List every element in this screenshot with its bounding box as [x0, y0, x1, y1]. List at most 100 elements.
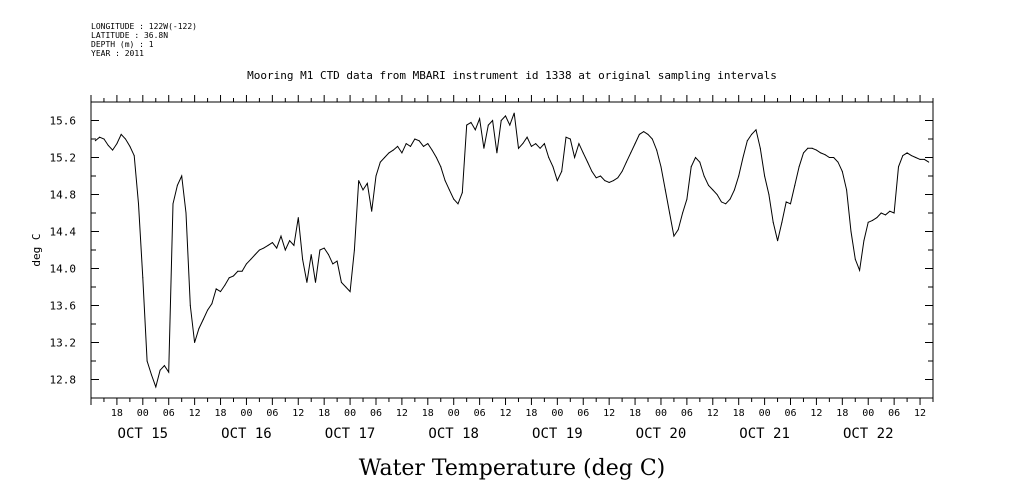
series-point: [729, 198, 731, 200]
series-point: [885, 214, 886, 216]
series-point: [923, 158, 925, 160]
x-day-label: OCT 19: [532, 426, 583, 442]
series-point: [371, 210, 373, 212]
series-point: [211, 303, 213, 305]
series-point: [138, 203, 139, 205]
series-point: [561, 170, 563, 172]
series-point: [751, 133, 753, 135]
series-point: [185, 212, 187, 214]
metadata-line: LATITUDE : 36.8N: [91, 31, 168, 40]
series-point: [146, 360, 148, 362]
series-point: [237, 270, 239, 272]
series-point: [176, 184, 178, 186]
series-point: [928, 161, 930, 163]
y-tick-label: 15.6: [50, 115, 77, 128]
series-point: [565, 136, 567, 138]
series-point: [677, 229, 679, 231]
series-point: [647, 133, 649, 135]
x-tick-label: 00: [137, 408, 149, 419]
series-point: [319, 249, 321, 251]
series-point: [643, 131, 645, 133]
series-point: [906, 152, 908, 154]
series-point: [263, 247, 265, 249]
series-point: [181, 175, 183, 177]
series-point: [828, 157, 830, 158]
x-day-label: OCT 16: [221, 426, 272, 442]
series-point: [99, 136, 101, 138]
series-point: [811, 147, 813, 149]
series-point: [220, 291, 221, 293]
series-point: [889, 210, 891, 212]
x-tick-label: 06: [370, 408, 382, 419]
series-point: [863, 240, 865, 242]
series-point: [427, 143, 429, 145]
series-point: [720, 201, 722, 203]
series-point: [202, 318, 204, 320]
series-point: [410, 145, 411, 147]
y-axis-labels: 12.8 13.2 13.6 14.0 14.4 14.8 15.2 15.6: [50, 115, 77, 387]
series-point: [112, 149, 114, 151]
series-point: [293, 244, 295, 246]
series-point: [746, 140, 748, 142]
series-point: [841, 170, 843, 172]
series-point: [850, 231, 852, 232]
series-point: [457, 203, 459, 205]
series-point: [604, 180, 606, 182]
series-point: [423, 145, 424, 147]
series-point: [466, 124, 468, 126]
series-point: [634, 143, 636, 145]
x-tick-label: 06: [266, 408, 278, 419]
x-day-label: OCT 20: [636, 426, 687, 442]
series-point: [224, 284, 226, 286]
series-point: [228, 277, 230, 279]
series-point: [159, 369, 161, 371]
series-point: [366, 182, 368, 184]
x-tick-label: 06: [681, 408, 693, 419]
x-tick-label: 18: [111, 408, 123, 419]
series-point: [656, 149, 658, 151]
series-point: [163, 365, 165, 367]
series-point: [302, 258, 304, 260]
series-point: [772, 221, 774, 223]
plot-frame: [90, 101, 934, 399]
series-point: [919, 158, 921, 160]
metadata-block: LONGITUDE : 122W(-122)LATITUDE : 36.8NDE…: [91, 22, 197, 58]
series-point: [595, 177, 597, 179]
series-point: [699, 161, 701, 163]
series-point: [496, 152, 498, 154]
series-point: [893, 212, 895, 214]
x-tick-label: 06: [577, 408, 589, 419]
series-point: [142, 277, 144, 279]
series-point: [513, 112, 515, 114]
series-point: [768, 194, 770, 195]
series-point: [898, 166, 899, 168]
series-point: [258, 249, 260, 251]
series-point: [375, 175, 377, 177]
x-tick-label: 12: [914, 408, 926, 419]
series-point: [695, 157, 696, 158]
series-point: [669, 212, 671, 214]
x-tick-label: 06: [474, 408, 486, 419]
x-tick-label: 18: [215, 408, 227, 419]
series-point: [880, 212, 882, 214]
series-point: [267, 244, 269, 246]
series-point: [712, 189, 714, 191]
series-point: [315, 281, 316, 283]
series-point: [474, 129, 476, 131]
series-point: [617, 177, 619, 179]
series-points: [94, 112, 930, 388]
series-point: [431, 149, 433, 151]
metadata-line: YEAR : 2011: [91, 49, 144, 58]
y-tick-label: 12.8: [50, 374, 77, 387]
x-tick-label: 00: [655, 408, 667, 419]
series-point: [461, 192, 463, 194]
x-day-label: OCT 18: [428, 426, 479, 442]
series-point: [125, 138, 126, 140]
series-point: [569, 138, 571, 140]
y-axis-label: deg C: [30, 233, 43, 266]
series-point: [254, 254, 256, 256]
y-tick-label: 13.2: [50, 337, 77, 350]
series-point: [440, 166, 442, 168]
series-point: [116, 143, 118, 145]
y-tick-label: 14.4: [50, 226, 77, 239]
